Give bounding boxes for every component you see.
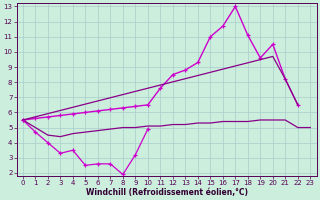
X-axis label: Windchill (Refroidissement éolien,°C): Windchill (Refroidissement éolien,°C) [85, 188, 248, 197]
